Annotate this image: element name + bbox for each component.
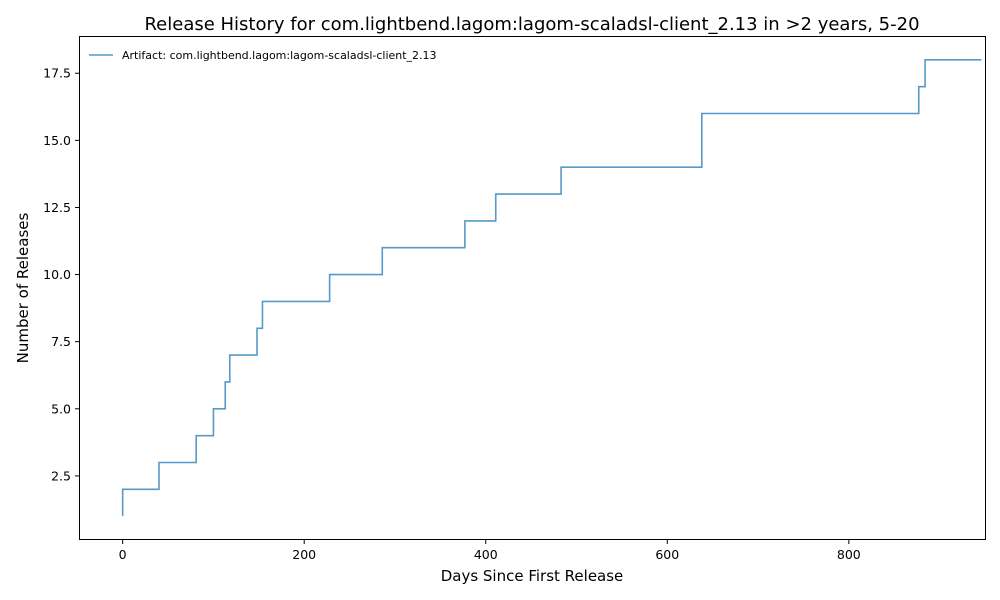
legend-entry-artifact: Artifact: com.lightbend.lagom:lagom-scal… bbox=[122, 49, 437, 62]
x-tick-label: 600 bbox=[655, 547, 679, 562]
y-tick-label: 15.0 bbox=[43, 133, 71, 148]
x-tick-label: 200 bbox=[292, 547, 316, 562]
x-tick-label: 800 bbox=[837, 547, 861, 562]
chart-title: Release History for com.lightbend.lagom:… bbox=[144, 14, 919, 35]
series-line-artifact bbox=[121, 59, 982, 517]
y-tick-label: 5.0 bbox=[51, 401, 71, 416]
y-tick-label: 7.5 bbox=[51, 334, 71, 349]
x-tick-label: 400 bbox=[474, 547, 498, 562]
x-axis: 0 200 400 600 800 bbox=[119, 539, 861, 562]
x-axis-label: Days Since First Release bbox=[441, 567, 624, 585]
x-tick-label: 0 bbox=[119, 547, 127, 562]
y-axis: 2.5 5.0 7.5 10.0 12.5 15.0 17.5 bbox=[43, 66, 80, 483]
y-tick-label: 2.5 bbox=[51, 468, 71, 483]
y-tick-label: 12.5 bbox=[43, 200, 71, 215]
plot-area-frame bbox=[79, 36, 986, 540]
y-tick-label: 17.5 bbox=[43, 66, 71, 81]
y-tick-label: 10.0 bbox=[43, 267, 71, 282]
legend: Artifact: com.lightbend.lagom:lagom-scal… bbox=[89, 49, 437, 62]
y-axis-label: Number of Releases bbox=[14, 212, 32, 363]
